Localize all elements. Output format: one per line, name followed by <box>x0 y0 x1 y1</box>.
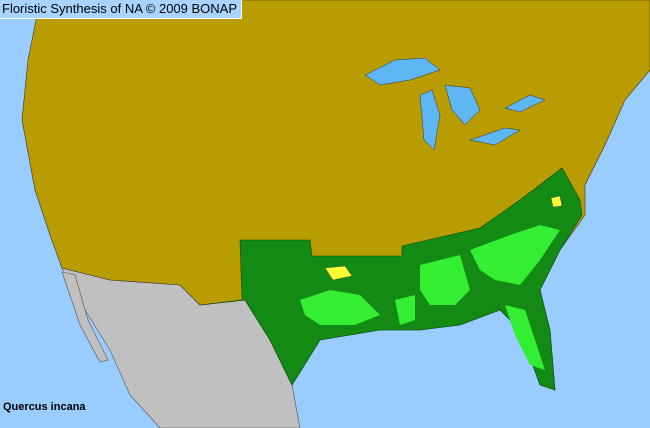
map-title: Floristic Synthesis of NA © 2009 BONAP <box>0 0 243 19</box>
species-label: Quercus incana <box>3 401 86 413</box>
county-rare-patches <box>324 195 563 281</box>
baja-california <box>61 271 109 363</box>
county-present-patches <box>300 225 560 370</box>
species-range-states <box>199 167 583 391</box>
great-lakes <box>364 57 546 151</box>
